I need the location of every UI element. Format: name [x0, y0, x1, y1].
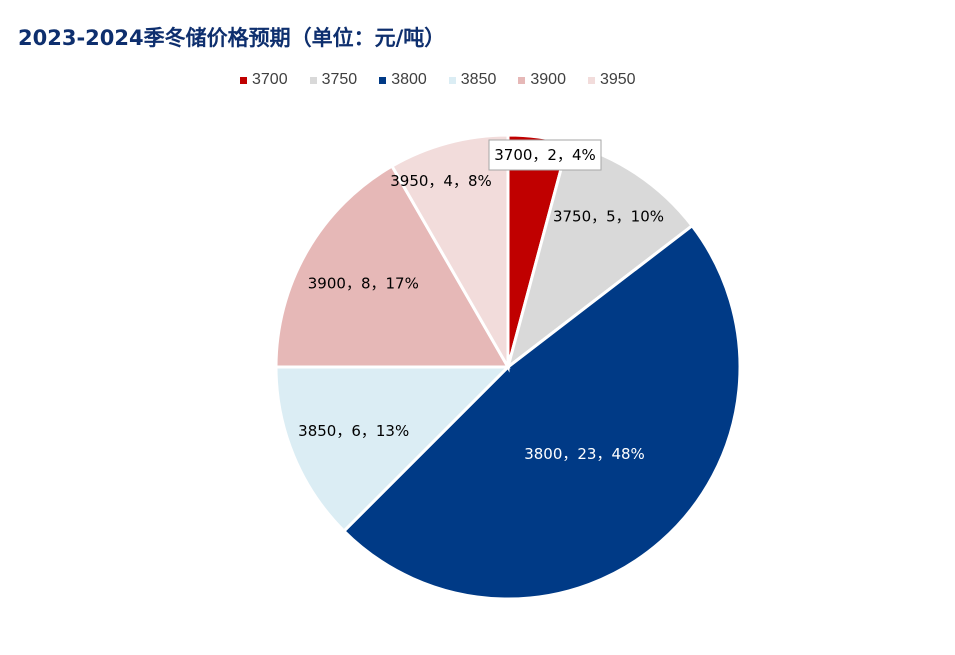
data-label-text-3800: 3800，23，48%: [524, 445, 645, 463]
legend-swatch-3800: [379, 76, 387, 84]
data-label-text-3850: 3850，6，13%: [298, 422, 409, 440]
legend-item-3850: 3850: [448, 71, 497, 89]
legend-label-3750: 3750: [321, 71, 358, 88]
legend-swatch-3950: [587, 76, 595, 84]
legend-label-3900: 3900: [530, 71, 566, 88]
legend-item-3800: 3800: [379, 71, 427, 89]
legend-swatch-3700: [240, 76, 247, 84]
legend-item-3950: 3950: [587, 71, 636, 89]
data-label-3750: 3750，5，10%: [553, 208, 664, 226]
legend-label-3700: 3700: [252, 71, 288, 88]
legend: 3700 3750 3800 3850 3900 3950: [240, 69, 658, 91]
data-label-text-3700: 3700，2，4%: [494, 146, 596, 164]
legend-label-3800: 3800: [391, 71, 427, 88]
data-label-text-3950: 3950，4，8%: [390, 172, 492, 190]
pie-slice-3950: [389, 133, 510, 373]
legend-label-3950: 3950: [599, 71, 636, 88]
legend-item-3750: 3750: [309, 71, 358, 89]
data-label-3900: 3900，8，17%: [308, 275, 419, 293]
data-label-box-3700: [488, 139, 602, 171]
pie-slice-3850: [274, 365, 512, 534]
chart-title: 2023-2024季冬储价格预期（单位：元/吨）: [18, 26, 446, 50]
legend-swatch-3750: [309, 76, 317, 84]
pie-slice-3800: [341, 223, 742, 601]
legend-swatch-3900: [518, 76, 526, 84]
pie-slice-3900: [274, 164, 511, 369]
data-label-3800: 3800，23，48%: [524, 445, 645, 463]
legend-label-3850: 3850: [460, 71, 497, 88]
data-label-3850: 3850，6，13%: [298, 422, 409, 440]
legend-item-3900: 3900: [518, 71, 566, 89]
data-label-3950: 3950，4，8%: [390, 172, 492, 190]
legend-item-3700: 3700: [240, 71, 288, 89]
legend-swatch-3850: [448, 76, 456, 84]
data-label-3700: 3700，2，4%: [488, 139, 602, 171]
data-label-text-3750: 3750，5，10%: [553, 208, 664, 226]
data-label-text-3900: 3900，8，17%: [308, 275, 419, 293]
